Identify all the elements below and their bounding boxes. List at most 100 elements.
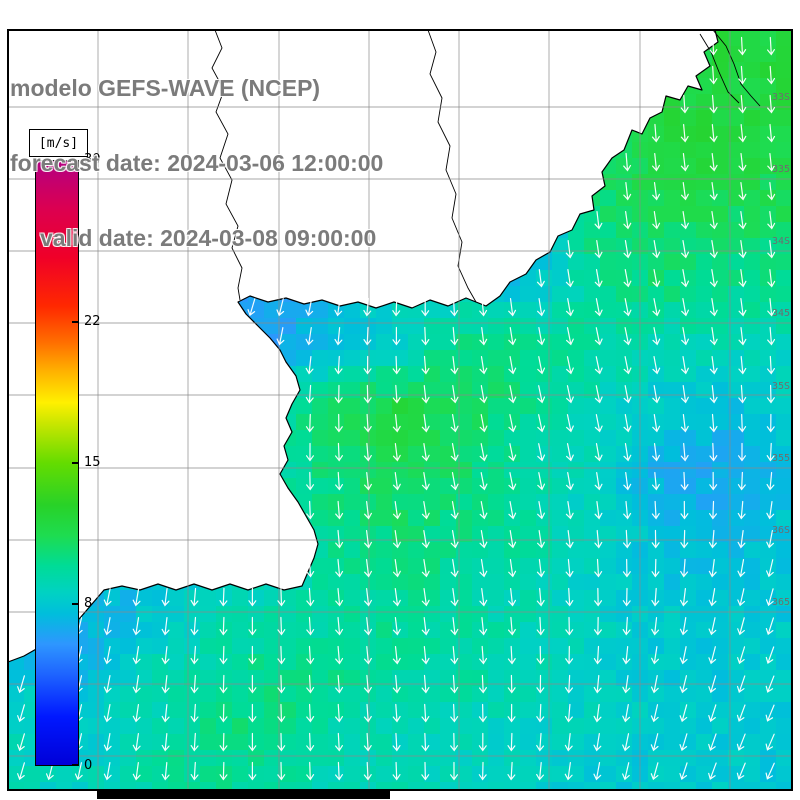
wave-arrow-icon <box>363 703 372 723</box>
wave-arrow-icon <box>161 761 170 781</box>
wave-arrow-icon <box>566 327 574 346</box>
wave-arrow-icon <box>248 761 257 781</box>
wave-arrow-icon <box>334 384 343 404</box>
lat-label: 365 <box>772 597 790 608</box>
wave-arrow-icon <box>594 472 603 491</box>
wave-arrow-icon <box>709 152 718 172</box>
wave-arrow-icon <box>508 472 517 491</box>
colorbar-tick-label: 30 <box>84 152 101 167</box>
wave-arrow-icon <box>536 732 545 752</box>
wave-arrow-icon <box>767 123 776 143</box>
wave-arrow-icon <box>219 732 228 752</box>
wave-arrow-icon <box>737 442 746 462</box>
lagoon-line <box>699 33 740 104</box>
wave-arrow-icon <box>708 704 717 723</box>
wave-arrow-icon <box>450 732 459 752</box>
wave-arrow-icon <box>680 529 689 549</box>
graticule <box>8 30 792 790</box>
wave-arrow-icon <box>765 617 774 636</box>
wave-arrow-icon <box>709 355 718 375</box>
wave-arrow-icon <box>103 704 112 723</box>
wave-arrow-icon <box>681 327 690 346</box>
wave-arrow-icon <box>219 674 228 694</box>
wave-arrow-icon <box>363 326 372 346</box>
colorbar-tick-mark <box>72 462 79 464</box>
wave-arrow-icon <box>364 529 373 549</box>
wave-arrow-icon <box>681 240 689 259</box>
wave-arrow-icon <box>277 674 286 694</box>
coastline <box>7 29 719 663</box>
wave-arrow-icon <box>651 616 660 636</box>
wave-arrow-icon <box>248 674 257 694</box>
wave-arrow-icon <box>17 762 25 781</box>
wave-arrow-icon <box>738 297 747 317</box>
wave-arrow-icon <box>737 471 746 491</box>
wave-arrow-icon <box>738 36 747 56</box>
lat-label: 35S <box>772 381 790 392</box>
wave-arrow-icon <box>767 181 776 201</box>
river-line <box>427 29 477 303</box>
colorbar-tick-mark <box>72 320 79 323</box>
wave-arrow-icon <box>681 298 690 317</box>
colorbar-tick-mark <box>72 603 79 606</box>
wave-arrow-icon <box>508 558 517 578</box>
wave-arrow-icon <box>537 414 546 433</box>
wave-arrow-icon <box>709 123 718 143</box>
wave-arrow-icon <box>738 326 747 346</box>
wave-arrow-icon <box>450 674 459 694</box>
wave-arrow-icon <box>392 616 401 636</box>
wave-arrow-icon <box>478 674 487 694</box>
wave-arrow-icon <box>335 703 344 723</box>
wave-arrow-icon <box>623 500 632 520</box>
wave-arrow-icon <box>277 732 286 752</box>
wave-arrow-icon <box>681 356 689 375</box>
wave-arrow-icon <box>737 559 746 578</box>
wave-arrow-icon <box>421 355 430 375</box>
wave-arrow-icon <box>248 616 257 636</box>
wave-arrow-icon <box>564 761 573 781</box>
wave-arrow-icon <box>219 761 228 781</box>
wave-arrow-icon <box>738 210 747 230</box>
wave-arrow-icon <box>738 355 747 375</box>
wave-arrow-icon <box>478 703 487 723</box>
wave-arrow-icon <box>622 674 631 694</box>
wave-arrow-icon <box>709 181 718 201</box>
colorbar-tick-label: 0 <box>84 758 93 773</box>
wave-arrow-icon <box>765 704 775 722</box>
wave-arrow-icon <box>565 501 574 520</box>
wave-arrow-icon <box>421 674 430 694</box>
wave-arrow-icon <box>565 239 574 259</box>
wave-arrow-icon <box>479 326 488 346</box>
wave-arrow-icon <box>277 645 286 665</box>
wave-arrow-icon <box>335 558 344 578</box>
wave-arrow-icon <box>364 587 373 607</box>
wave-arrow-icon <box>392 761 401 781</box>
wave-arrow-icon <box>651 500 660 520</box>
wave-arrow-icon <box>623 529 632 549</box>
wave-arrow-icon <box>392 471 401 491</box>
wave-arrow-icon <box>277 703 286 723</box>
wave-arrow-icon <box>565 645 574 665</box>
wave-arrow-icon <box>508 356 517 375</box>
wave-arrow-icon <box>450 326 459 346</box>
wave-arrow-icon <box>103 762 112 781</box>
wave-arrow-icon <box>132 617 141 636</box>
wave-arrow-icon <box>132 703 141 723</box>
wave-arrow-icon <box>652 356 661 375</box>
wave-arrow-icon <box>652 269 661 288</box>
wave-arrow-icon <box>650 762 659 781</box>
wave-arrow-icon <box>450 443 459 462</box>
wave-arrow-icon <box>478 732 487 752</box>
wave-arrow-icon <box>450 761 459 781</box>
wave-arrow-icon <box>736 762 746 780</box>
wave-arrow-icon <box>593 703 602 723</box>
wave-arrow-icon <box>161 616 170 636</box>
wave-arrow-icon <box>479 587 488 607</box>
wave-arrow-icon <box>450 501 459 520</box>
wave-arrow-icon <box>593 616 602 636</box>
wave-arrow-icon <box>709 442 718 462</box>
wave-arrow-icon <box>479 385 488 404</box>
wave-arrow-icon <box>737 500 746 520</box>
wave-arrow-icon <box>594 385 603 404</box>
